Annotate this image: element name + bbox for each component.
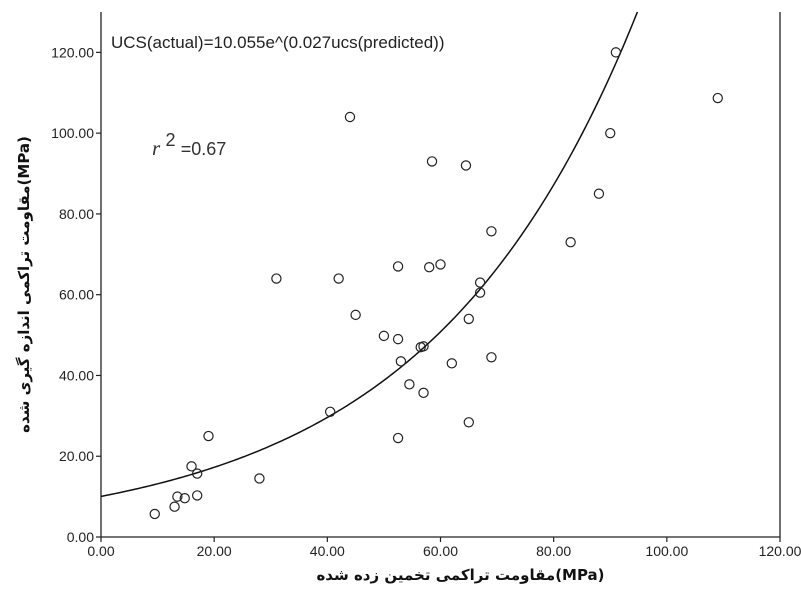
x-tick-label: 120.00 xyxy=(759,543,801,559)
data-point xyxy=(474,287,486,298)
r-squared-value: =0.67 xyxy=(181,139,227,159)
data-point xyxy=(712,92,723,104)
data-point xyxy=(610,47,622,58)
axis-ticks: 0.00 20.00 40.00 60.00 80.00 100.00 120.00 0.00… xyxy=(51,44,801,559)
data-point xyxy=(395,356,407,367)
x-tick-label: 40.00 xyxy=(310,543,345,559)
data-point xyxy=(378,330,390,342)
fit-equation-label: UCS(actual)=10.055e^(0.027ucs(predicted)… xyxy=(111,33,445,52)
y-tick-label: 40.00 xyxy=(59,367,94,383)
data-point xyxy=(191,490,203,501)
r-symbol: r xyxy=(152,136,161,160)
x-tick-label: 60.00 xyxy=(423,543,458,559)
x-axis-title: مقاومت تراکمی تخمین زده شده(MPa) xyxy=(316,566,604,584)
data-point xyxy=(392,432,404,444)
data-point xyxy=(344,111,356,123)
r-squared-label: r 2 =0.67 xyxy=(152,127,226,160)
r-exponent: 2 xyxy=(165,130,175,150)
data-point xyxy=(179,493,190,504)
x-tick-label: 20.00 xyxy=(197,543,232,559)
data-point xyxy=(392,333,404,345)
y-tick-label: 120.00 xyxy=(51,44,94,60)
data-point xyxy=(593,188,605,199)
data-point xyxy=(463,417,474,428)
y-tick-label: 80.00 xyxy=(59,206,94,222)
x-tick-label: 80.00 xyxy=(536,543,571,559)
data-point xyxy=(486,352,497,363)
data-point xyxy=(324,406,336,418)
data-point xyxy=(169,501,180,512)
y-axis-title: مقاومت تراکمی اندازه گیری شده(MPa) xyxy=(15,136,33,433)
data-point xyxy=(203,430,214,442)
data-point xyxy=(350,309,361,321)
y-tick-label: 20.00 xyxy=(59,448,94,464)
data-point xyxy=(486,226,497,237)
data-point xyxy=(172,491,183,502)
data-point xyxy=(565,236,576,248)
data-point xyxy=(460,160,472,171)
y-tick-label: 60.00 xyxy=(59,287,94,303)
data-point xyxy=(435,259,446,270)
data-point xyxy=(418,387,429,399)
data-point xyxy=(271,273,282,284)
data-point xyxy=(418,341,429,352)
data-point xyxy=(392,261,404,272)
fit-curve xyxy=(101,12,639,498)
data-point xyxy=(254,473,265,484)
data-point xyxy=(423,262,435,273)
data-point xyxy=(149,508,160,520)
data-point xyxy=(446,358,458,369)
data-point xyxy=(474,277,486,288)
x-tick-label: 100.00 xyxy=(645,543,688,559)
y-tick-label: 0.00 xyxy=(67,529,94,545)
data-point xyxy=(605,127,616,139)
data-point xyxy=(186,461,197,472)
x-tick-label: 0.00 xyxy=(87,543,114,559)
y-tick-label: 100.00 xyxy=(51,125,94,141)
data-point xyxy=(404,379,415,390)
data-point xyxy=(426,156,438,167)
data-point xyxy=(333,273,344,284)
data-point xyxy=(191,468,203,479)
data-point xyxy=(463,313,474,325)
